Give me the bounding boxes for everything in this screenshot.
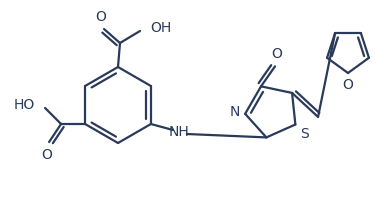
Text: HO: HO bbox=[14, 98, 35, 112]
Text: N: N bbox=[230, 105, 240, 119]
Text: OH: OH bbox=[150, 21, 171, 35]
Text: O: O bbox=[343, 78, 353, 92]
Text: S: S bbox=[300, 128, 309, 142]
Text: NH: NH bbox=[169, 125, 189, 139]
Text: O: O bbox=[42, 148, 52, 162]
Text: O: O bbox=[272, 47, 282, 61]
Text: O: O bbox=[95, 10, 106, 24]
